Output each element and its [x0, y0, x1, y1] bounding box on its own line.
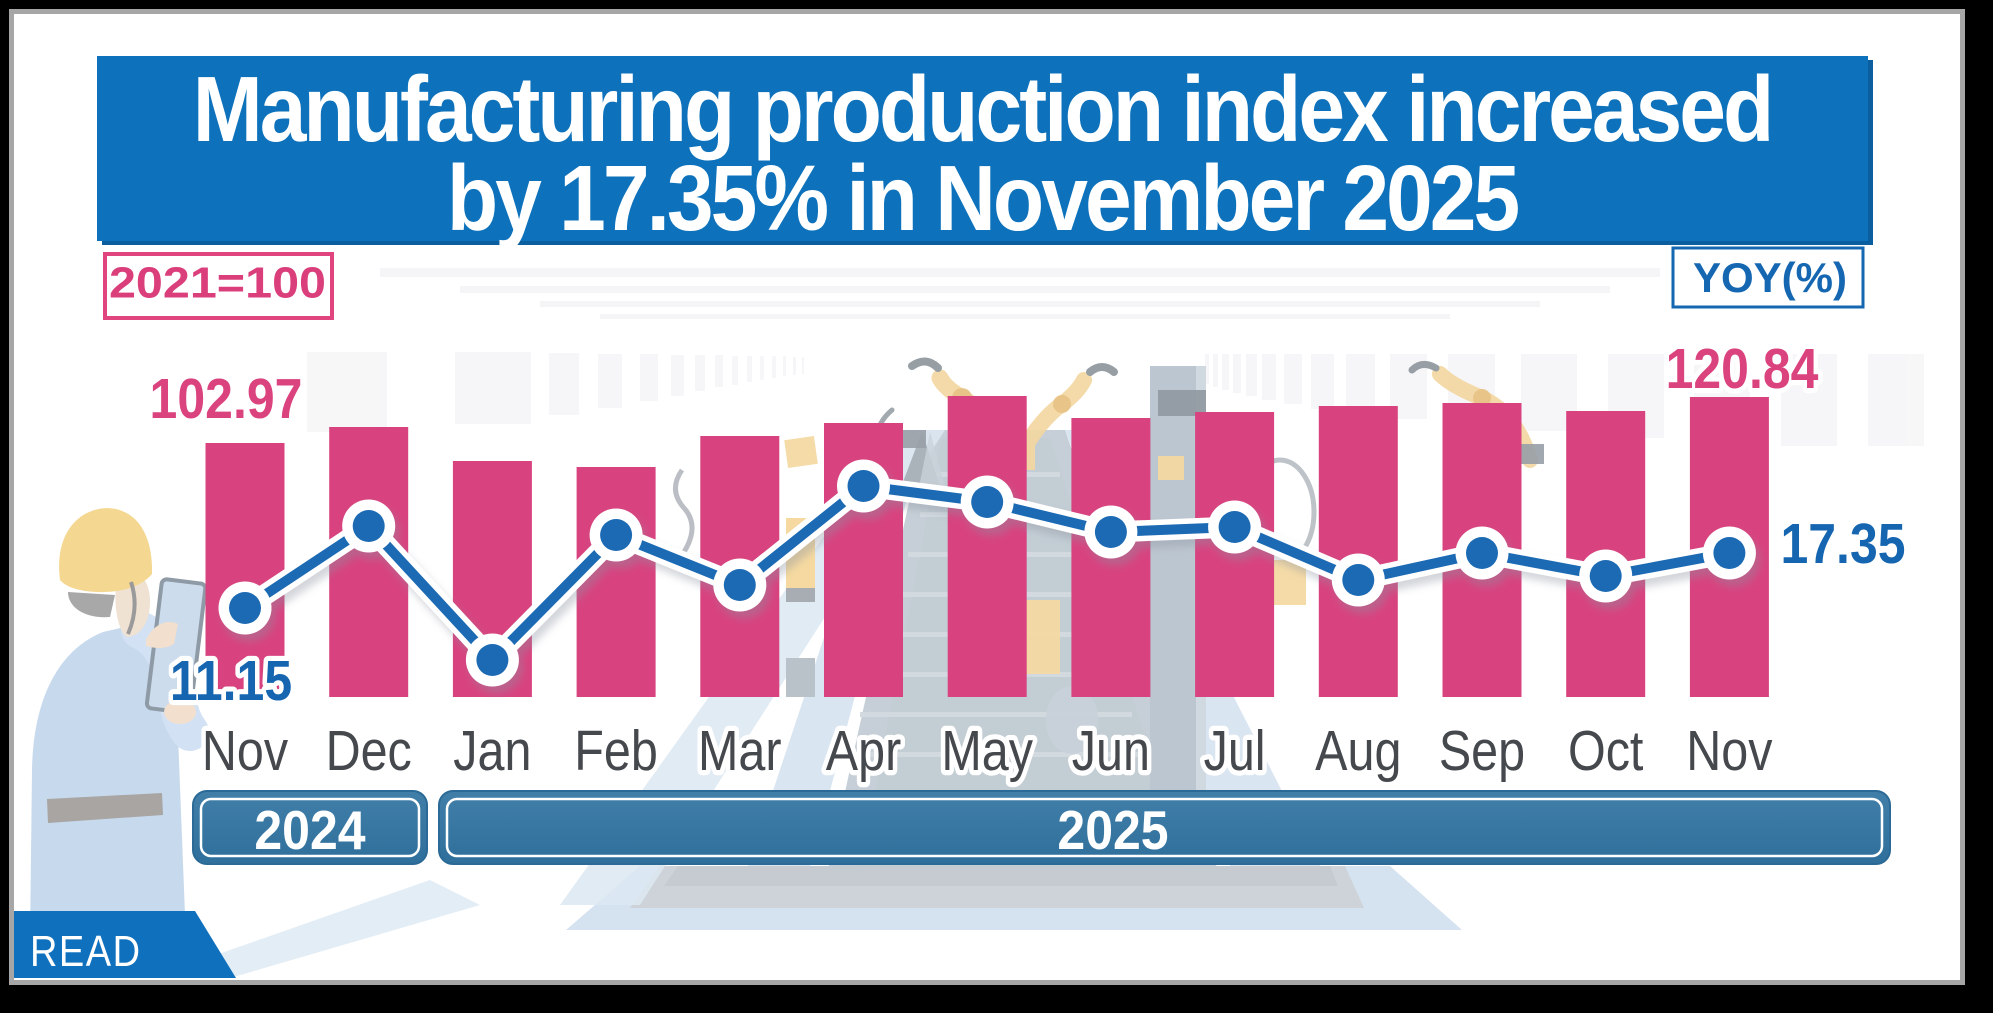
svg-text:Feb: Feb: [574, 720, 658, 783]
svg-text:by 17.35% in November 2025: by 17.35% in November 2025: [447, 146, 1518, 250]
svg-text:Dec: Dec: [326, 720, 412, 783]
svg-text:2021=100: 2021=100: [109, 258, 326, 307]
svg-text:Nov: Nov: [202, 720, 289, 783]
svg-text:Oct: Oct: [1568, 720, 1644, 783]
svg-text:Manufacturing production index: Manufacturing production index increased: [193, 57, 1772, 161]
svg-text:2025: 2025: [1057, 800, 1168, 862]
svg-text:Jan: Jan: [453, 720, 531, 783]
svg-text:READ: READ: [30, 927, 142, 976]
svg-text:Mar: Mar: [698, 720, 782, 783]
svg-text:17.35: 17.35: [1780, 513, 1905, 575]
svg-text:Jun: Jun: [1072, 720, 1150, 783]
svg-text:Sep: Sep: [1439, 720, 1525, 783]
svg-text:Apr: Apr: [826, 720, 901, 783]
svg-text:Nov: Nov: [1686, 720, 1773, 783]
svg-text:May: May: [941, 720, 1033, 783]
svg-text:102.97: 102.97: [150, 368, 303, 430]
svg-text:Jul: Jul: [1204, 720, 1266, 783]
svg-text:YOY(%): YOY(%): [1693, 254, 1847, 301]
svg-text:120.84: 120.84: [1666, 338, 1819, 400]
svg-text:11.15: 11.15: [170, 650, 292, 712]
svg-text:2024: 2024: [254, 800, 365, 862]
svg-text:Aug: Aug: [1315, 720, 1401, 783]
